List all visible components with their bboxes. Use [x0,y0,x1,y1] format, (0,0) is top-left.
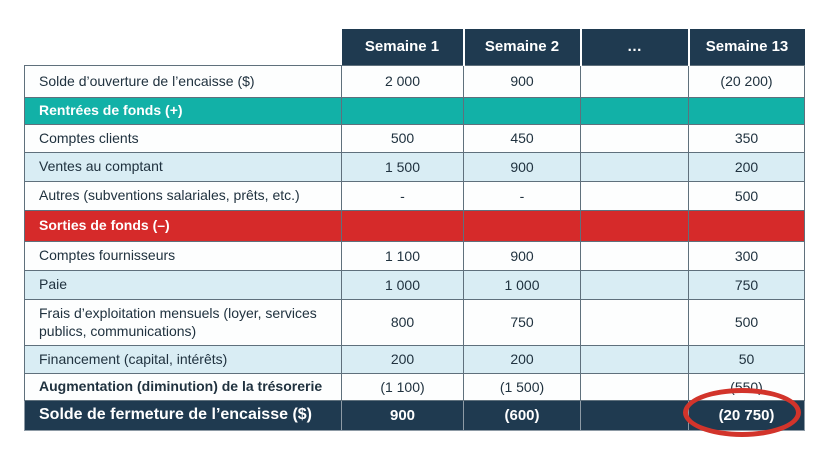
row-label: Comptes fournisseurs [24,240,342,271]
table-header-row: Semaine 1 Semaine 2 … Semaine 13 [25,29,805,65]
value-cell [580,399,689,431]
value-cell [580,269,689,300]
row-label: Financement (capital, intérêts) [24,344,342,374]
closing-balance-row: Solde de fermeture de l’encaisse ($) 900… [24,399,805,431]
value-cell [463,209,581,242]
row-label: Autres (subventions salariales, prêts, e… [24,180,342,211]
row-label: Solde de fermeture de l’encaisse ($) [24,399,342,431]
section-row-outflows: Sorties de fonds (–) [24,209,805,242]
value-cell: 900 [463,64,581,98]
value-cell: (1 500) [463,372,581,401]
row-label: Solde d’ouverture de l’encaisse ($) [24,64,342,98]
value-cell: 2 000 [341,64,464,98]
table-row: Solde d’ouverture de l’encaisse ($) 2 00… [24,64,805,98]
row-label: Comptes clients [24,123,342,153]
row-label: Augmentation (diminution) de la trésorer… [24,372,342,401]
value-cell: 500 [688,298,805,346]
value-cell [580,180,689,211]
value-cell: 450 [463,123,581,153]
value-cell [580,209,689,242]
section-label: Sorties de fonds (–) [24,209,342,242]
value-cell: 750 [688,269,805,300]
section-row-inflows: Rentrées de fonds (+) [24,96,805,125]
table-row: Financement (capital, intérêts) 200 200 … [24,344,805,374]
value-cell: 1 000 [341,269,464,300]
row-label: Frais d’exploitation mensuels (loyer, se… [24,298,342,346]
section-label: Rentrées de fonds (+) [24,96,342,125]
column-header-ellipsis: … [579,29,689,65]
value-cell: - [341,180,464,211]
net-change-row: Augmentation (diminution) de la trésorer… [24,372,805,401]
header-corner-cell [25,29,342,65]
value-cell [341,209,464,242]
value-cell: 1 000 [463,269,581,300]
value-cell: 800 [341,298,464,346]
value-cell: 200 [341,344,464,374]
value-cell: - [463,180,581,211]
row-label: Paie [24,269,342,300]
value-cell [463,96,581,125]
value-cell: (550) [688,372,805,401]
value-cell [580,96,689,125]
value-cell: 1 100 [341,240,464,271]
value-cell: 500 [688,180,805,211]
table-row: Comptes clients 500 450 350 [24,123,805,153]
value-cell [580,64,689,98]
table-row: Comptes fournisseurs 1 100 900 300 [24,240,805,271]
value-cell [580,123,689,153]
value-cell: 350 [688,123,805,153]
value-cell [688,209,805,242]
value-cell [580,151,689,182]
value-cell: 50 [688,344,805,374]
column-header-semaine-2: Semaine 2 [462,29,581,65]
table-row: Frais d’exploitation mensuels (loyer, se… [24,298,805,346]
table-row: Ventes au comptant 1 500 900 200 [24,151,805,182]
value-cell: 900 [341,399,464,431]
cash-budget-table: Semaine 1 Semaine 2 … Semaine 13 Solde d… [24,29,805,431]
value-cell: 900 [463,240,581,271]
value-cell: 200 [463,344,581,374]
row-label: Ventes au comptant [24,151,342,182]
table-row: Paie 1 000 1 000 750 [24,269,805,300]
value-cell: (600) [463,399,581,431]
value-cell: 900 [463,151,581,182]
column-header-semaine-1: Semaine 1 [341,29,464,65]
value-cell: 1 500 [341,151,464,182]
value-cell [688,96,805,125]
value-cell: 300 [688,240,805,271]
value-cell [580,240,689,271]
value-cell [580,344,689,374]
value-cell: (1 100) [341,372,464,401]
highlighted-value-cell: (20 750) [688,399,805,431]
column-header-semaine-13: Semaine 13 [687,29,805,65]
value-cell: (20 200) [688,64,805,98]
value-cell [341,96,464,125]
value-cell [580,372,689,401]
table-row: Autres (subventions salariales, prêts, e… [24,180,805,211]
value-cell: 200 [688,151,805,182]
value-cell: 750 [463,298,581,346]
value-cell: 500 [341,123,464,153]
value-cell [580,298,689,346]
